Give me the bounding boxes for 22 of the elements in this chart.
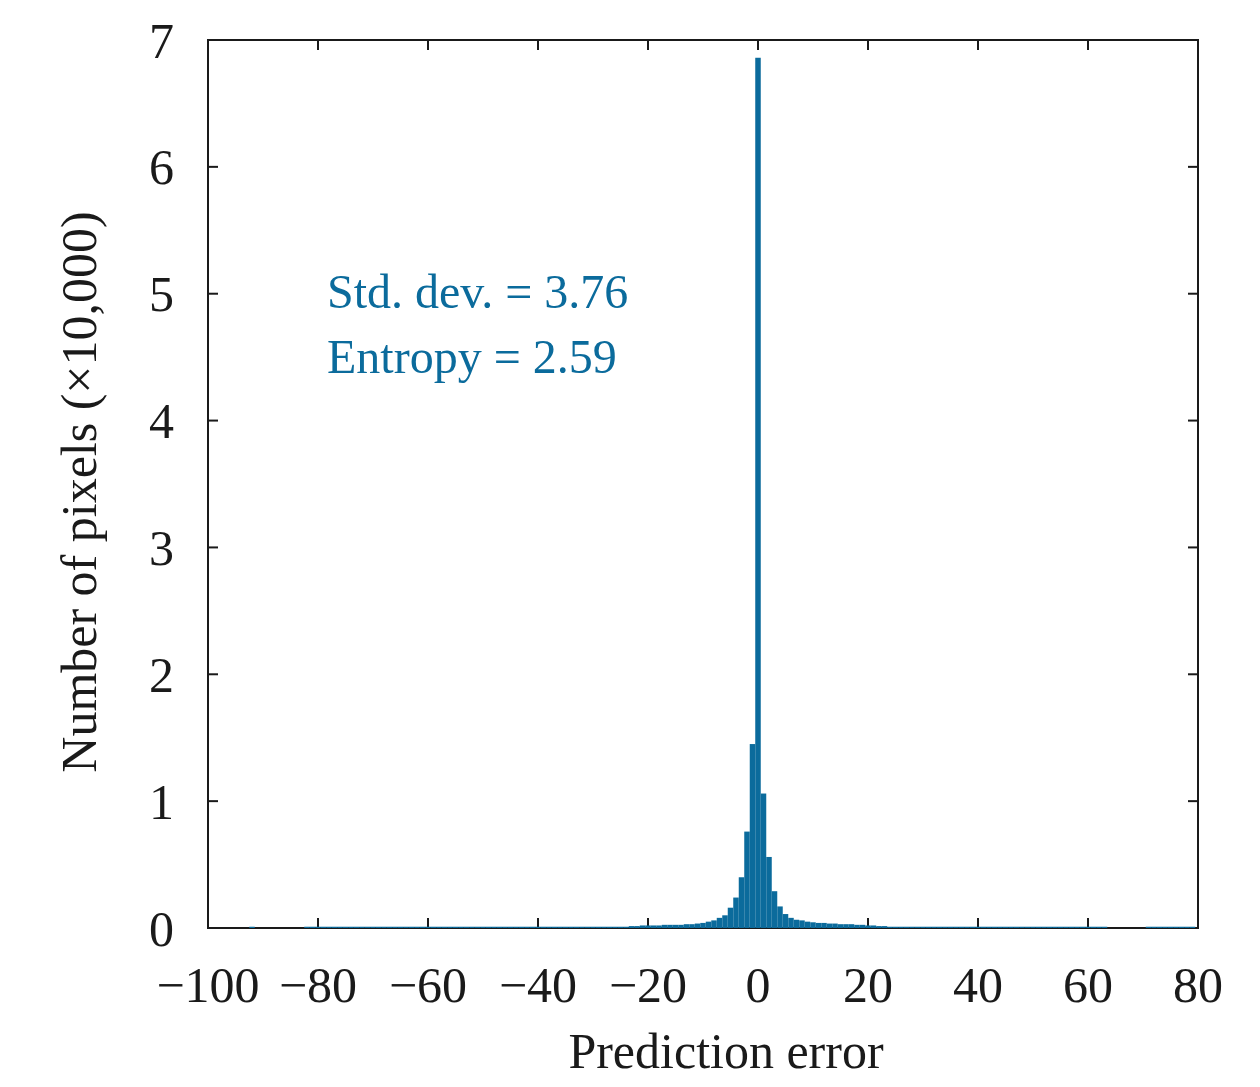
y-tick-label: 1 — [149, 773, 174, 830]
x-axis-title: Prediction error — [568, 1023, 884, 1079]
y-tick-label: 4 — [149, 393, 174, 450]
x-tick-label: −20 — [608, 957, 688, 1013]
x-tick-label: −40 — [498, 957, 578, 1013]
annotation: Std. dev. = 3.76 — [327, 265, 629, 318]
x-tick-label: 0 — [745, 957, 771, 1013]
x-tick-label: 40 — [953, 957, 1003, 1013]
y-tick-label: 7 — [149, 12, 174, 69]
y-tick-label: 3 — [149, 519, 174, 576]
x-tick-label: −100 — [156, 957, 260, 1013]
annotation: Entropy = 2.59 — [327, 330, 617, 383]
x-tick-label: 60 — [1063, 957, 1113, 1013]
x-tick-label: 20 — [843, 957, 893, 1013]
x-tick-label: 80 — [1173, 957, 1223, 1013]
x-tick-label: −80 — [278, 957, 358, 1013]
y-tick-label: 6 — [149, 139, 174, 196]
y-tick-label: 5 — [149, 266, 174, 323]
y-tick-label: 0 — [149, 900, 174, 957]
x-tick-label: −60 — [388, 957, 468, 1013]
y-axis-title: Number of pixels (×10,000) — [51, 211, 107, 773]
y-tick-label: 2 — [149, 646, 174, 703]
